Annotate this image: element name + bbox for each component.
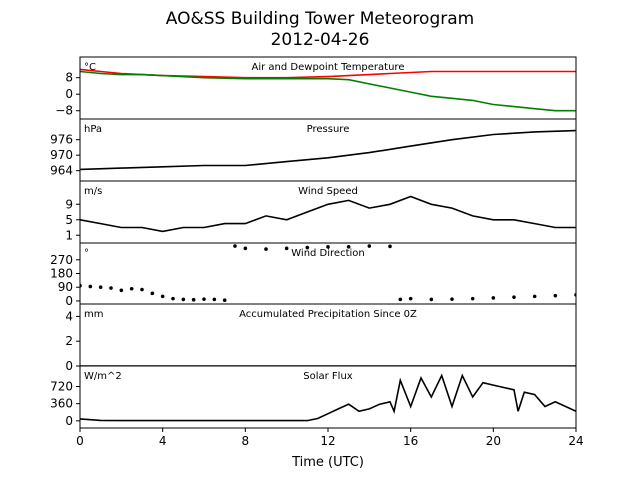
panel-3-point-13 — [212, 297, 217, 302]
panel-3-point-14 — [222, 298, 227, 302]
panel-3-point-30 — [512, 295, 516, 299]
panel-3-point-11 — [191, 297, 196, 302]
panel-4-ytick-label-2: 4 — [65, 309, 73, 323]
panel-1-title: Pressure — [307, 124, 350, 135]
xtick-label-6: 24 — [568, 434, 583, 448]
panel-5-series-0 — [80, 373, 576, 422]
figure-title: AO&SS Building Tower Meteorogram — [166, 9, 474, 29]
panel-5-title: Solar Flux — [303, 371, 353, 382]
panel-0-unit: °C — [84, 62, 96, 73]
panel-3-point-2 — [98, 285, 103, 290]
panel-3-point-23 — [388, 244, 392, 249]
xtick-label-2: 8 — [242, 434, 250, 448]
panel-2-ytick-label-1: 5 — [65, 213, 73, 227]
panel-1-ytick-label-0: 964 — [50, 164, 73, 178]
panel-3-point-9 — [171, 296, 175, 301]
xtick-label-0: 0 — [76, 434, 84, 448]
panel-3-ytick-label-2: 180 — [50, 267, 73, 281]
panel-3-title: Wind Direction — [291, 248, 365, 259]
panel-4-ytick-label-1: 2 — [65, 334, 73, 348]
panel-1-ytick-label-1: 970 — [50, 148, 73, 162]
panel-0-title: Air and Dewpoint Temperature — [252, 62, 405, 73]
panel-1-unit: hPa — [84, 124, 102, 135]
panel-3-point-17 — [264, 247, 268, 251]
panel-4: 0 2 4 mm Accumulated Precipitation Since 0Z — [65, 303, 577, 373]
panel-2-title: Wind Speed — [298, 186, 358, 197]
panel-3-point-18 — [284, 246, 289, 251]
panel-0-series-1 — [80, 70, 576, 112]
panel-3-point-29 — [491, 296, 496, 300]
xtick-label-5: 20 — [486, 434, 501, 448]
panel-3-unit: ° — [84, 248, 89, 259]
x-axis-label: Time (UTC) — [291, 455, 364, 470]
panel-2-series-0 — [80, 195, 576, 233]
panel-0-ytick-label-1: 0 — [65, 87, 73, 101]
panel-3-point-4 — [119, 288, 124, 293]
panel-5-ytick-label-0: 0 — [65, 414, 73, 428]
panel-2-unit: m/s — [84, 186, 102, 197]
panel-3-point-5 — [129, 286, 134, 291]
panel-3-ytick-label-0: 0 — [65, 294, 73, 308]
panel-1-series-0 — [80, 129, 576, 171]
panel-3-point-8 — [160, 294, 165, 299]
panel-3-point-12 — [202, 297, 206, 301]
xtick-label-3: 12 — [320, 434, 335, 448]
panel-3-point-25 — [408, 296, 413, 301]
panel-0: −8 0 8 °C Air and Dewpoint Temperature — [55, 56, 577, 120]
xtick-label-4: 16 — [403, 434, 418, 448]
panel-3-ytick-label-1: 90 — [58, 280, 73, 294]
panel-2: 15 9 m/s Wind Speed — [65, 180, 577, 244]
panel-3-point-24 — [398, 297, 403, 302]
panel-4-ytick-label-0: 0 — [65, 359, 73, 373]
panel-0-ytick-label-0: −8 — [55, 104, 73, 118]
panel-5-ytick-label-2: 720 — [50, 380, 73, 394]
panel-3-point-7 — [150, 291, 155, 296]
panel-3-point-3 — [109, 286, 113, 290]
panel-3-point-1 — [88, 284, 93, 289]
panel-4-unit: mm — [84, 309, 103, 320]
panel-3-point-32 — [553, 293, 558, 298]
panel-5-ytick-label-1: 360 — [50, 397, 73, 411]
panel-3-point-10 — [181, 297, 186, 302]
panel-3-point-15 — [233, 244, 237, 248]
panel-3-point-6 — [140, 287, 144, 292]
panel-2-ytick-label-0: 1 — [65, 228, 73, 242]
panel-0-ytick-label-2: 8 — [65, 71, 73, 85]
panel-3-point-31 — [532, 294, 537, 299]
panel-3-point-27 — [450, 297, 454, 301]
panel-3-ytick-label-3: 270 — [50, 253, 73, 267]
panel-3-point-16 — [243, 246, 248, 251]
panel-1-ytick-label-2: 976 — [50, 133, 73, 147]
panel-3-point-20 — [326, 245, 330, 249]
panel-3-point-28 — [470, 296, 475, 301]
panel-4-title: Accumulated Precipitation Since 0Z — [239, 309, 417, 320]
panel-3-point-19 — [305, 245, 310, 250]
panel-2-ytick-label-2: 9 — [65, 197, 73, 211]
panel-5-unit: W/m^2 — [84, 371, 122, 382]
panel-3-point-21 — [346, 245, 351, 249]
panel-3-point-26 — [429, 297, 434, 302]
panel-group: −8 0 8 °C Air and Dewpoint Temperature 964 970… — [50, 56, 577, 429]
figure-date: 2012-04-26 — [271, 30, 370, 50]
xtick-label-1: 4 — [159, 434, 167, 448]
panel-3-point-22 — [367, 244, 372, 248]
panel-5: 0 360 720 W/m^2 Solar Flux — [50, 365, 577, 429]
x-axis: 0 4 8 12 16 20 24 — [76, 428, 584, 448]
